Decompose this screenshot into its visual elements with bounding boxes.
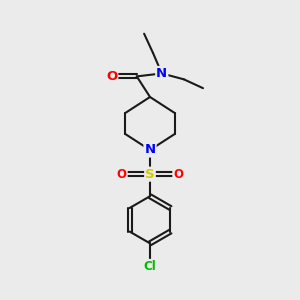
- Text: N: N: [156, 67, 167, 80]
- Text: O: O: [173, 168, 183, 181]
- Text: O: O: [106, 70, 117, 83]
- Text: S: S: [145, 168, 155, 181]
- Text: O: O: [117, 168, 127, 181]
- Text: N: N: [144, 143, 156, 157]
- Text: Cl: Cl: [144, 260, 156, 273]
